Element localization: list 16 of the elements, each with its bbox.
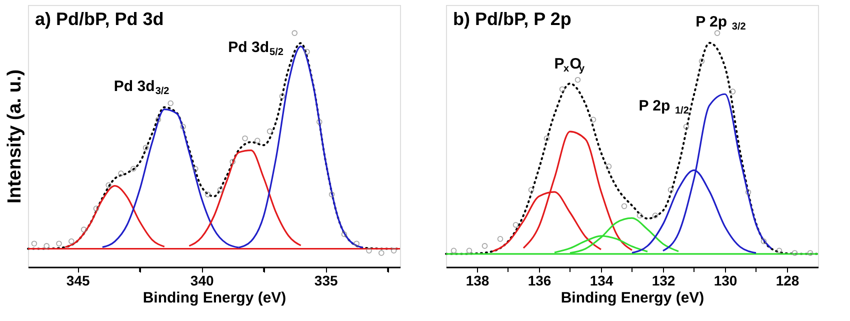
x-tick-label: 134 — [590, 272, 614, 288]
x-tick-label: 128 — [776, 272, 800, 288]
chart-title: b) Pd/bP, P 2p — [453, 9, 572, 29]
x-tick-label: 132 — [652, 272, 676, 288]
y-axis-title: Intensity (a. u.) — [4, 69, 26, 204]
x-tick-label: 136 — [528, 272, 552, 288]
chart-title: a) Pd/bP, Pd 3d — [35, 9, 164, 29]
text: P 2p 3/2 — [696, 13, 746, 32]
x-tick-label: 345 — [66, 272, 90, 288]
x-tick-label: 138 — [466, 272, 490, 288]
x-axis-title: Binding Energy (eV) — [142, 290, 286, 306]
x-tick-label: 340 — [190, 272, 214, 288]
x-tick-label: 335 — [314, 272, 338, 288]
x-tick-label: 130 — [714, 272, 738, 288]
x-axis-title: Binding Energy (eV) — [560, 290, 704, 306]
annotation: P 2p 1/2 — [638, 98, 690, 117]
